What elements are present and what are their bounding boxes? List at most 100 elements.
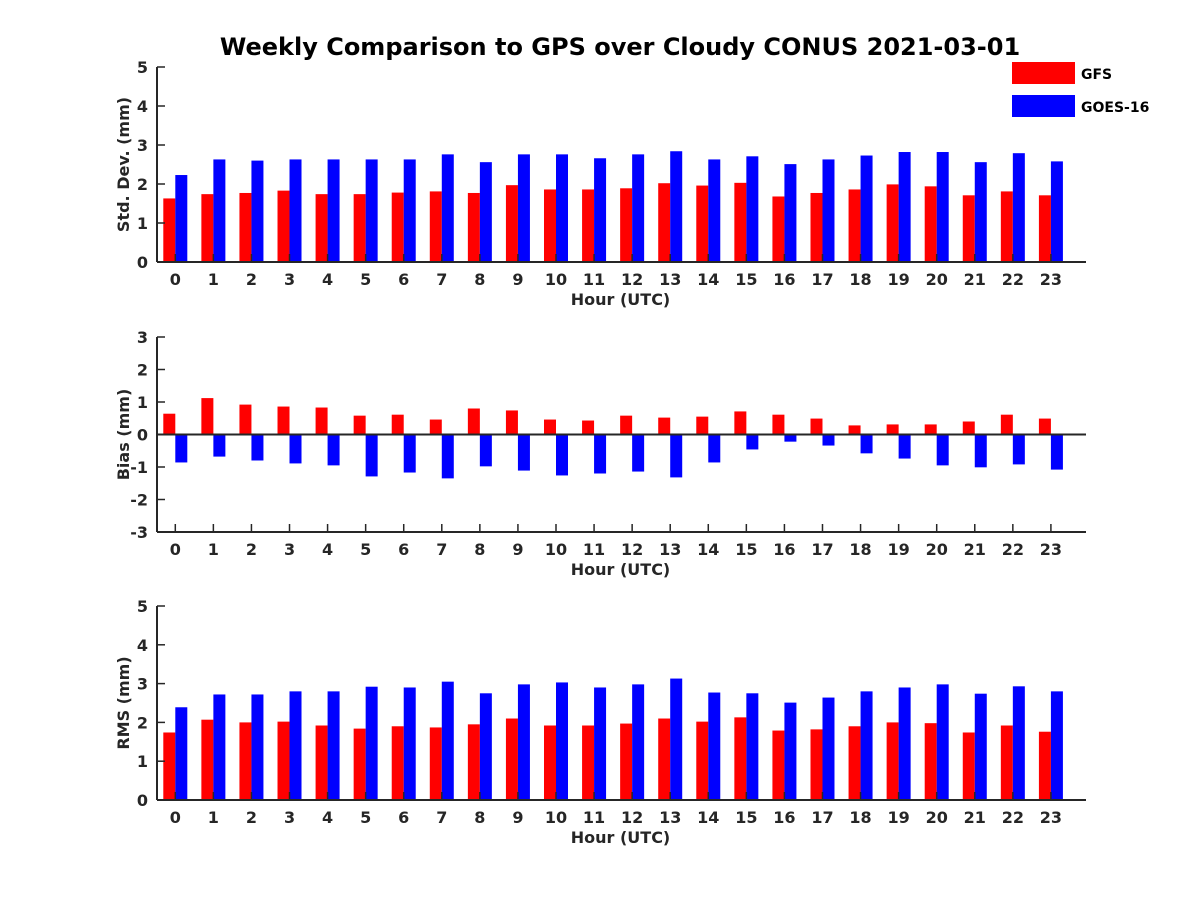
x-tick-label: 22	[1002, 540, 1024, 559]
x-tick-label: 20	[926, 808, 948, 827]
x-tick-label: 11	[583, 270, 605, 289]
x-tick-label: 22	[1002, 808, 1024, 827]
bar-gfs-hour-18	[848, 189, 861, 262]
bar-goes-16-hour-6	[403, 159, 416, 262]
legend-swatch-gfs	[1012, 62, 1075, 84]
x-tick-label: 21	[964, 540, 986, 559]
bar-goes-16-hour-1	[213, 694, 226, 800]
bar-goes-16-hour-20	[936, 152, 949, 262]
legend: GFS GOES-16	[1012, 62, 1149, 117]
bar-gfs-hour-6	[391, 192, 404, 262]
bar-gfs-hour-20	[924, 424, 937, 435]
bar-gfs-hour-7	[429, 191, 442, 262]
bar-goes-16-hour-2	[251, 434, 264, 461]
bar-goes-16-hour-18	[860, 155, 873, 262]
x-tick-label: 5	[360, 808, 371, 827]
x-tick-label: 10	[545, 808, 567, 827]
bar-gfs-hour-19	[886, 184, 899, 262]
bar-goes-16-hour-15	[746, 434, 759, 450]
bar-gfs-hour-15	[734, 182, 747, 262]
x-tick-label: 8	[474, 540, 485, 559]
bar-gfs-hour-3	[277, 721, 290, 800]
bar-gfs-hour-11	[582, 725, 595, 800]
x-tick-label: 19	[887, 540, 909, 559]
bar-gfs-hour-14	[696, 721, 709, 800]
bar-goes-16-hour-7	[441, 434, 454, 479]
x-tick-label: 13	[659, 270, 681, 289]
x-tick-label: 1	[208, 270, 219, 289]
bar-gfs-hour-4	[315, 407, 328, 435]
x-tick-label: 13	[659, 540, 681, 559]
bar-goes-16-hour-6	[403, 687, 416, 800]
bar-goes-16-hour-19	[898, 152, 911, 262]
bar-gfs-hour-19	[886, 424, 899, 435]
bar-goes-16-hour-4	[327, 159, 340, 262]
y-tick-label: 2	[137, 175, 148, 194]
bar-gfs-hour-22	[1000, 725, 1013, 800]
x-tick-label: 11	[583, 808, 605, 827]
y-tick-label: 5	[137, 58, 148, 77]
x-tick-label: 7	[436, 540, 447, 559]
y-tick-label: 1	[137, 752, 148, 771]
bar-goes-16-hour-10	[556, 154, 568, 262]
x-tick-label: 11	[583, 540, 605, 559]
x-tick-label: 2	[246, 270, 257, 289]
x-tick-label: 16	[773, 808, 795, 827]
bar-gfs-hour-9	[505, 718, 518, 800]
bar-goes-16-hour-19	[898, 434, 911, 459]
x-tick-label: 8	[474, 808, 485, 827]
bar-gfs-hour-18	[848, 425, 861, 435]
bar-gfs-hour-14	[696, 185, 709, 262]
bar-gfs-hour-15	[734, 411, 747, 435]
x-tick-label: 9	[512, 270, 523, 289]
x-tick-label: 12	[621, 540, 643, 559]
x-tick-label: 23	[1040, 270, 1062, 289]
chart-title: Weekly Comparison to GPS over Cloudy CON…	[220, 33, 1020, 61]
bar-gfs-hour-14	[696, 416, 709, 435]
y-tick-label: 4	[137, 97, 148, 116]
bar-gfs-hour-20	[924, 186, 937, 262]
bar-goes-16-hour-3	[289, 434, 302, 464]
bar-gfs-hour-10	[544, 725, 556, 800]
bar-gfs-hour-1	[201, 194, 214, 262]
x-tick-label: 18	[849, 270, 871, 289]
bar-gfs-hour-5	[353, 415, 366, 435]
x-tick-label: 23	[1040, 540, 1062, 559]
y-tick-label: 4	[137, 636, 148, 655]
bar-goes-16-hour-13	[670, 434, 683, 478]
x-tick-label: 17	[811, 540, 833, 559]
x-tick-label: 15	[735, 808, 757, 827]
bar-goes-16-hour-23	[1050, 434, 1063, 470]
x-tick-label: 21	[964, 808, 986, 827]
y-tick-label: 0	[137, 426, 148, 445]
x-tick-label: 20	[926, 540, 948, 559]
bar-gfs-hour-16	[772, 414, 785, 435]
x-tick-label: 19	[887, 808, 909, 827]
bar-goes-16-hour-12	[632, 434, 645, 472]
bar-goes-16-hour-20	[936, 434, 949, 466]
bar-goes-16-hour-12	[632, 684, 645, 800]
bar-goes-16-hour-23	[1050, 161, 1063, 262]
bar-gfs-hour-4	[315, 194, 328, 262]
bar-gfs-hour-17	[810, 418, 823, 435]
bar-goes-16-hour-15	[746, 693, 759, 800]
bar-gfs-hour-5	[353, 728, 366, 800]
bar-goes-16-hour-0	[175, 175, 188, 262]
bar-gfs-hour-3	[277, 406, 290, 435]
x-tick-label: 9	[512, 808, 523, 827]
bar-gfs-hour-13	[658, 718, 671, 800]
bar-gfs-hour-20	[924, 723, 937, 800]
x-tick-label: 20	[926, 270, 948, 289]
x-tick-label: 3	[284, 808, 295, 827]
bar-goes-16-hour-11	[594, 158, 607, 262]
bar-gfs-hour-17	[810, 729, 823, 800]
y-tick-label: 3	[137, 328, 148, 347]
x-tick-label: 14	[697, 270, 719, 289]
bar-gfs-hour-21	[962, 732, 975, 800]
x-tick-label: 6	[398, 540, 409, 559]
bar-gfs-hour-8	[467, 192, 480, 262]
x-tick-label: 15	[735, 270, 757, 289]
x-tick-label: 0	[170, 540, 181, 559]
